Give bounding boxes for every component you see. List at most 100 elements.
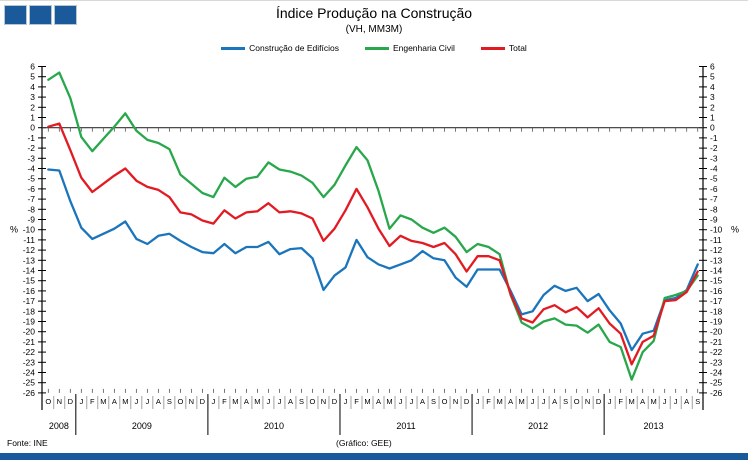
month-label: N [453,397,458,406]
chart-subtitle: (VH, MM3M) [345,24,403,35]
y-tick-label-left: -6 [27,184,35,194]
month-label: N [189,397,194,406]
y-tick-label-right: -22 [710,347,723,357]
y-tick-label-right: 3 [710,92,715,102]
y-tick-label-left: 6 [30,62,35,72]
logo [4,5,77,25]
chart-title: Índice Produção na Construção [275,5,473,21]
month-label: F [486,397,491,406]
month-label: J [410,397,414,406]
month-label: J [212,397,216,406]
y-tick-label-left: -11 [23,235,35,245]
month-label: O [310,397,316,406]
month-label: M [254,397,260,406]
month-label: A [552,397,557,406]
month-label: J [542,397,546,406]
y-tick-label-right: -1 [710,133,718,143]
month-label: D [464,397,470,406]
y-tick-label-right: -20 [710,327,723,337]
y-tick-label-right: 1 [710,113,715,123]
y-axis-title-left: % [10,225,18,235]
month-label: J [344,397,348,406]
month-label: A [112,397,117,406]
y-axis-title-right: % [731,225,739,235]
month-label: J [278,397,282,406]
month-label: J [79,397,83,406]
month-label: M [518,397,524,406]
y-tick-label-left: -2 [27,143,35,153]
y-tick-label-right: -9 [710,215,718,225]
y-tick-label-left: -23 [23,357,36,367]
month-label: M [651,397,657,406]
y-tick-label-left: -3 [27,153,35,163]
month-label: A [684,397,689,406]
y-tick-label-left: 0 [30,123,35,133]
y-tick-label-right: -7 [710,194,718,204]
y-tick-label-right: -21 [710,337,723,347]
y-tick-label-left: -5 [27,174,35,184]
month-label: F [90,397,95,406]
year-label: 2009 [132,421,152,431]
y-tick-label-right: -3 [710,153,718,163]
legend-item-0: Construção de Edifícios [221,43,339,53]
month-label: N [321,397,326,406]
month-label: M [364,397,370,406]
y-tick-label-left: -16 [23,286,36,296]
y-tick-label-left: -22 [23,347,36,357]
bottom-accent-bar [0,453,748,460]
legend-swatch-icon [221,46,246,50]
y-tick-label-left: -18 [23,306,36,316]
y-tick-label-left: -10 [23,225,36,235]
y-tick-label-left: -21 [23,337,36,347]
month-label: J [663,397,667,406]
y-tick-label-right: -16 [710,286,723,296]
month-label: O [45,397,51,406]
y-tick-label-right: -23 [710,357,723,367]
month-label: M [232,397,238,406]
month-label: S [167,397,172,406]
month-label: J [145,397,149,406]
month-label: S [563,397,568,406]
month-label: S [299,397,304,406]
y-tick-label-left: 4 [30,82,35,92]
source-label: Fonte: INE [7,438,48,448]
y-tick-label-left: -24 [23,368,36,378]
y-tick-label-right: -19 [710,317,723,327]
series-line-0 [47,168,699,352]
legend-swatch-icon [364,46,389,50]
month-label: S [431,397,436,406]
y-tick-label-left: -7 [27,194,35,204]
y-tick-label-right: 6 [710,62,715,72]
y-tick-label-right: -10 [710,225,723,235]
y-tick-label-left: 5 [30,72,35,82]
month-label: F [618,397,623,406]
month-label: F [222,397,227,406]
y-tick-label-right: -14 [710,266,723,276]
y-tick-label-left: -17 [23,296,36,306]
month-label: D [200,397,206,406]
legend-item-2: Total [480,43,527,53]
month-label: A [156,397,161,406]
y-tick-label-left: 3 [30,92,35,102]
legend-swatch-icon [480,46,505,50]
legend-label: Construção de Edifícios [249,43,339,53]
y-tick-label-left: -15 [23,276,36,286]
logo-square-icon [4,5,27,25]
series-line-2 [47,122,699,366]
month-label: J [476,397,480,406]
year-label: 2011 [396,421,415,431]
month-label: A [376,397,381,406]
y-tick-label-left: -25 [23,378,36,388]
y-tick-label-left: -19 [23,317,36,327]
logo-square-icon [29,5,52,25]
legend-label: Total [508,43,527,53]
series-line-1 [47,71,699,381]
y-tick-label-right: -4 [710,164,718,174]
month-label: A [288,397,293,406]
y-tick-label-right: 4 [710,82,715,92]
y-tick-label-right: -13 [710,255,723,265]
y-tick-label-right: -26 [710,388,723,398]
